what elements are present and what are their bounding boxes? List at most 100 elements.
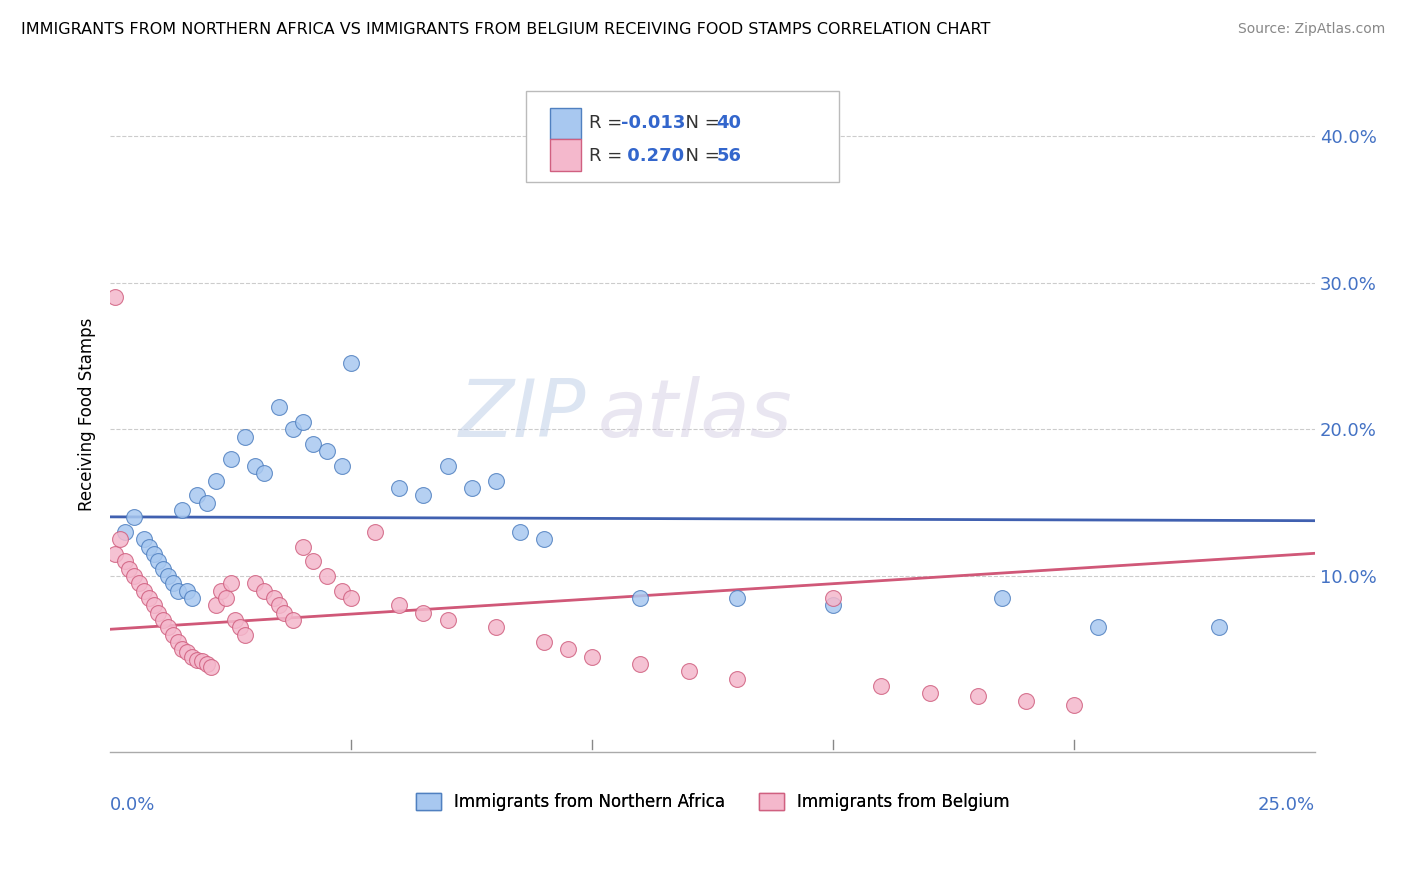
Point (316, 569, 339, 583)
Text: 0.270: 0.270 (621, 146, 685, 165)
Point (215, 591, 238, 605)
Legend: Immigrants from Northern Africa, Immigrants from Belgium: Immigrants from Northern Africa, Immigra… (409, 786, 1017, 818)
FancyBboxPatch shape (550, 109, 581, 139)
Point (485, 620, 508, 634)
FancyBboxPatch shape (526, 91, 839, 182)
Text: IMMIGRANTS FROM NORTHERN AFRICA VS IMMIGRANTS FROM BELGIUM RECEIVING FOOD STAMPS: IMMIGRANTS FROM NORTHERN AFRICA VS IMMIG… (21, 22, 990, 37)
Point (870, 679, 893, 693)
Point (283, 613, 305, 627)
Point (186, 652, 208, 666)
Point (132, 583, 155, 598)
Point (291, 415, 314, 429)
Point (725, 672, 748, 686)
Point (138, 540, 160, 554)
Point (388, 481, 411, 495)
Point (1015, 693, 1038, 707)
Point (122, 510, 145, 524)
Point (533, 533, 555, 547)
Point (267, 599, 290, 613)
Point (460, 481, 482, 495)
Point (330, 583, 353, 598)
FancyBboxPatch shape (550, 139, 581, 170)
Point (142, 599, 165, 613)
Text: 40: 40 (716, 113, 741, 132)
Point (243, 576, 266, 591)
Text: R =: R = (589, 113, 627, 132)
Point (340, 591, 363, 605)
Point (162, 627, 184, 641)
Point (128, 576, 150, 591)
Point (628, 657, 651, 671)
Point (181, 649, 204, 664)
Point (148, 554, 170, 568)
Point (436, 458, 458, 473)
Point (172, 642, 194, 657)
Point (195, 657, 218, 671)
Point (229, 620, 252, 634)
Point (557, 642, 579, 657)
Point (485, 474, 508, 488)
Point (233, 430, 256, 444)
Point (412, 488, 434, 502)
Point (118, 561, 141, 575)
Point (104, 547, 127, 561)
Point (823, 599, 845, 613)
Point (581, 649, 603, 664)
Point (316, 444, 339, 458)
Point (114, 524, 136, 539)
Point (176, 583, 198, 598)
Point (166, 583, 188, 598)
Point (412, 606, 434, 620)
Text: ZIP: ZIP (458, 376, 586, 454)
Text: atlas: atlas (598, 376, 793, 454)
Point (301, 554, 323, 568)
Point (628, 591, 651, 605)
Point (233, 627, 256, 641)
Point (114, 554, 136, 568)
Point (181, 591, 204, 605)
Point (991, 591, 1014, 605)
Point (918, 686, 941, 700)
Point (205, 474, 228, 488)
Point (966, 689, 988, 703)
Y-axis label: Receiving Food Stamps: Receiving Food Stamps (79, 318, 96, 511)
Point (340, 356, 363, 370)
Point (224, 613, 246, 627)
Point (253, 467, 276, 481)
Point (509, 524, 531, 539)
Text: 0.0%: 0.0% (110, 796, 156, 814)
Text: Source: ZipAtlas.com: Source: ZipAtlas.com (1237, 22, 1385, 37)
Point (283, 422, 305, 436)
Point (301, 437, 323, 451)
Text: R =: R = (589, 146, 627, 165)
Point (267, 401, 290, 415)
Point (195, 496, 218, 510)
Point (1063, 698, 1085, 712)
Point (132, 533, 155, 547)
Text: -0.013: -0.013 (621, 113, 686, 132)
Point (1087, 620, 1109, 634)
Point (176, 645, 198, 659)
Point (209, 583, 232, 598)
Point (172, 503, 194, 517)
Point (273, 606, 295, 620)
Text: N =: N = (673, 146, 725, 165)
Point (823, 591, 845, 605)
Point (243, 458, 266, 473)
Point (219, 451, 242, 466)
Point (138, 591, 160, 605)
Point (152, 561, 174, 575)
Point (388, 599, 411, 613)
Text: 25.0%: 25.0% (1258, 796, 1315, 814)
Point (725, 591, 748, 605)
Point (253, 583, 276, 598)
Text: 56: 56 (716, 146, 741, 165)
Point (678, 665, 700, 679)
Point (108, 533, 131, 547)
Point (166, 635, 188, 649)
Point (436, 613, 458, 627)
Point (364, 524, 387, 539)
Text: N =: N = (673, 113, 725, 132)
Point (533, 635, 555, 649)
Point (263, 591, 285, 605)
